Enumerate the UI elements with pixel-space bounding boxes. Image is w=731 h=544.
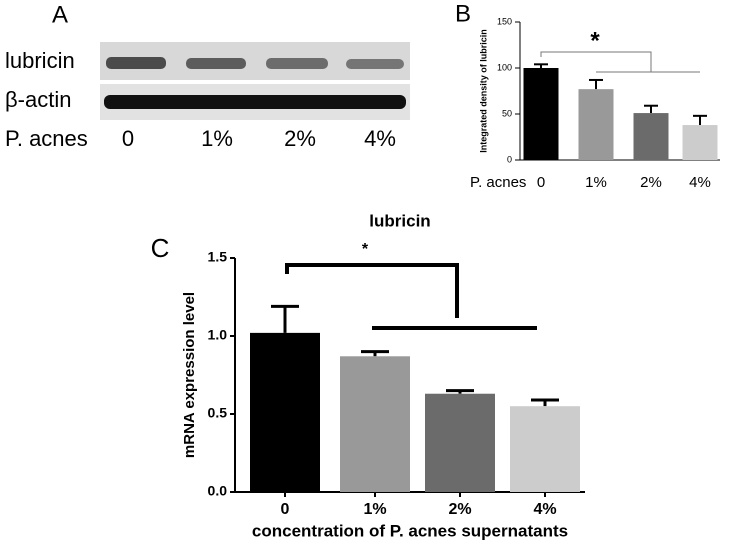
bar: [523, 68, 559, 160]
x-tick-label: 0: [281, 501, 290, 518]
x-axis-label: P. acnes: [470, 174, 526, 191]
significance-label: *: [590, 27, 600, 54]
lane-label: 1%: [201, 126, 233, 151]
x-axis-label: concentration of P. acnes supernatants: [252, 521, 568, 540]
y-tick-label: 0.0: [208, 483, 228, 499]
x-tick-label: 1%: [363, 501, 386, 518]
y-tick-label: 0: [507, 154, 512, 164]
x-tick-label: 1%: [585, 174, 607, 191]
y-tick-label: 1.5: [208, 249, 228, 265]
lane-label: 4%: [364, 126, 396, 151]
y-tick-label: 50: [502, 108, 512, 118]
lane-label: 2%: [284, 126, 316, 151]
y-tick-label: 100: [497, 62, 512, 72]
row-label: lubricin: [5, 48, 75, 73]
x-tick-label: 4%: [689, 174, 711, 191]
bar: [633, 113, 669, 160]
lane-title: P. acnes: [5, 126, 88, 151]
bar: [510, 406, 580, 492]
bar: [340, 356, 410, 492]
y-tick-label: 150: [497, 16, 512, 26]
significance-label: *: [362, 241, 369, 258]
significance-bracket: [285, 263, 537, 330]
significance-bracket: [540, 51, 700, 73]
y-axis-label: Integrated density of lubricin: [478, 29, 488, 153]
x-tick-label: 0: [537, 174, 545, 191]
blot-bands: [104, 57, 406, 109]
bar: [250, 332, 320, 492]
x-tick-label: 4%: [533, 501, 556, 518]
lane-label: 0: [122, 126, 134, 151]
row-label: β-actin: [5, 87, 71, 112]
bar: [578, 89, 614, 160]
y-tick-label: 0.5: [208, 405, 228, 421]
panel-letter: B: [455, 0, 471, 27]
panel-letter: C: [151, 233, 170, 263]
bar: [682, 125, 718, 160]
panel-letter: A: [52, 1, 68, 28]
x-tick-label: 2%: [448, 501, 471, 518]
y-tick-label: 1.0: [208, 327, 228, 343]
bar: [425, 393, 495, 492]
x-tick-label: 2%: [640, 174, 662, 191]
y-axis-label: mRNA expression level: [181, 292, 198, 458]
chart-title: lubricin: [369, 211, 430, 230]
